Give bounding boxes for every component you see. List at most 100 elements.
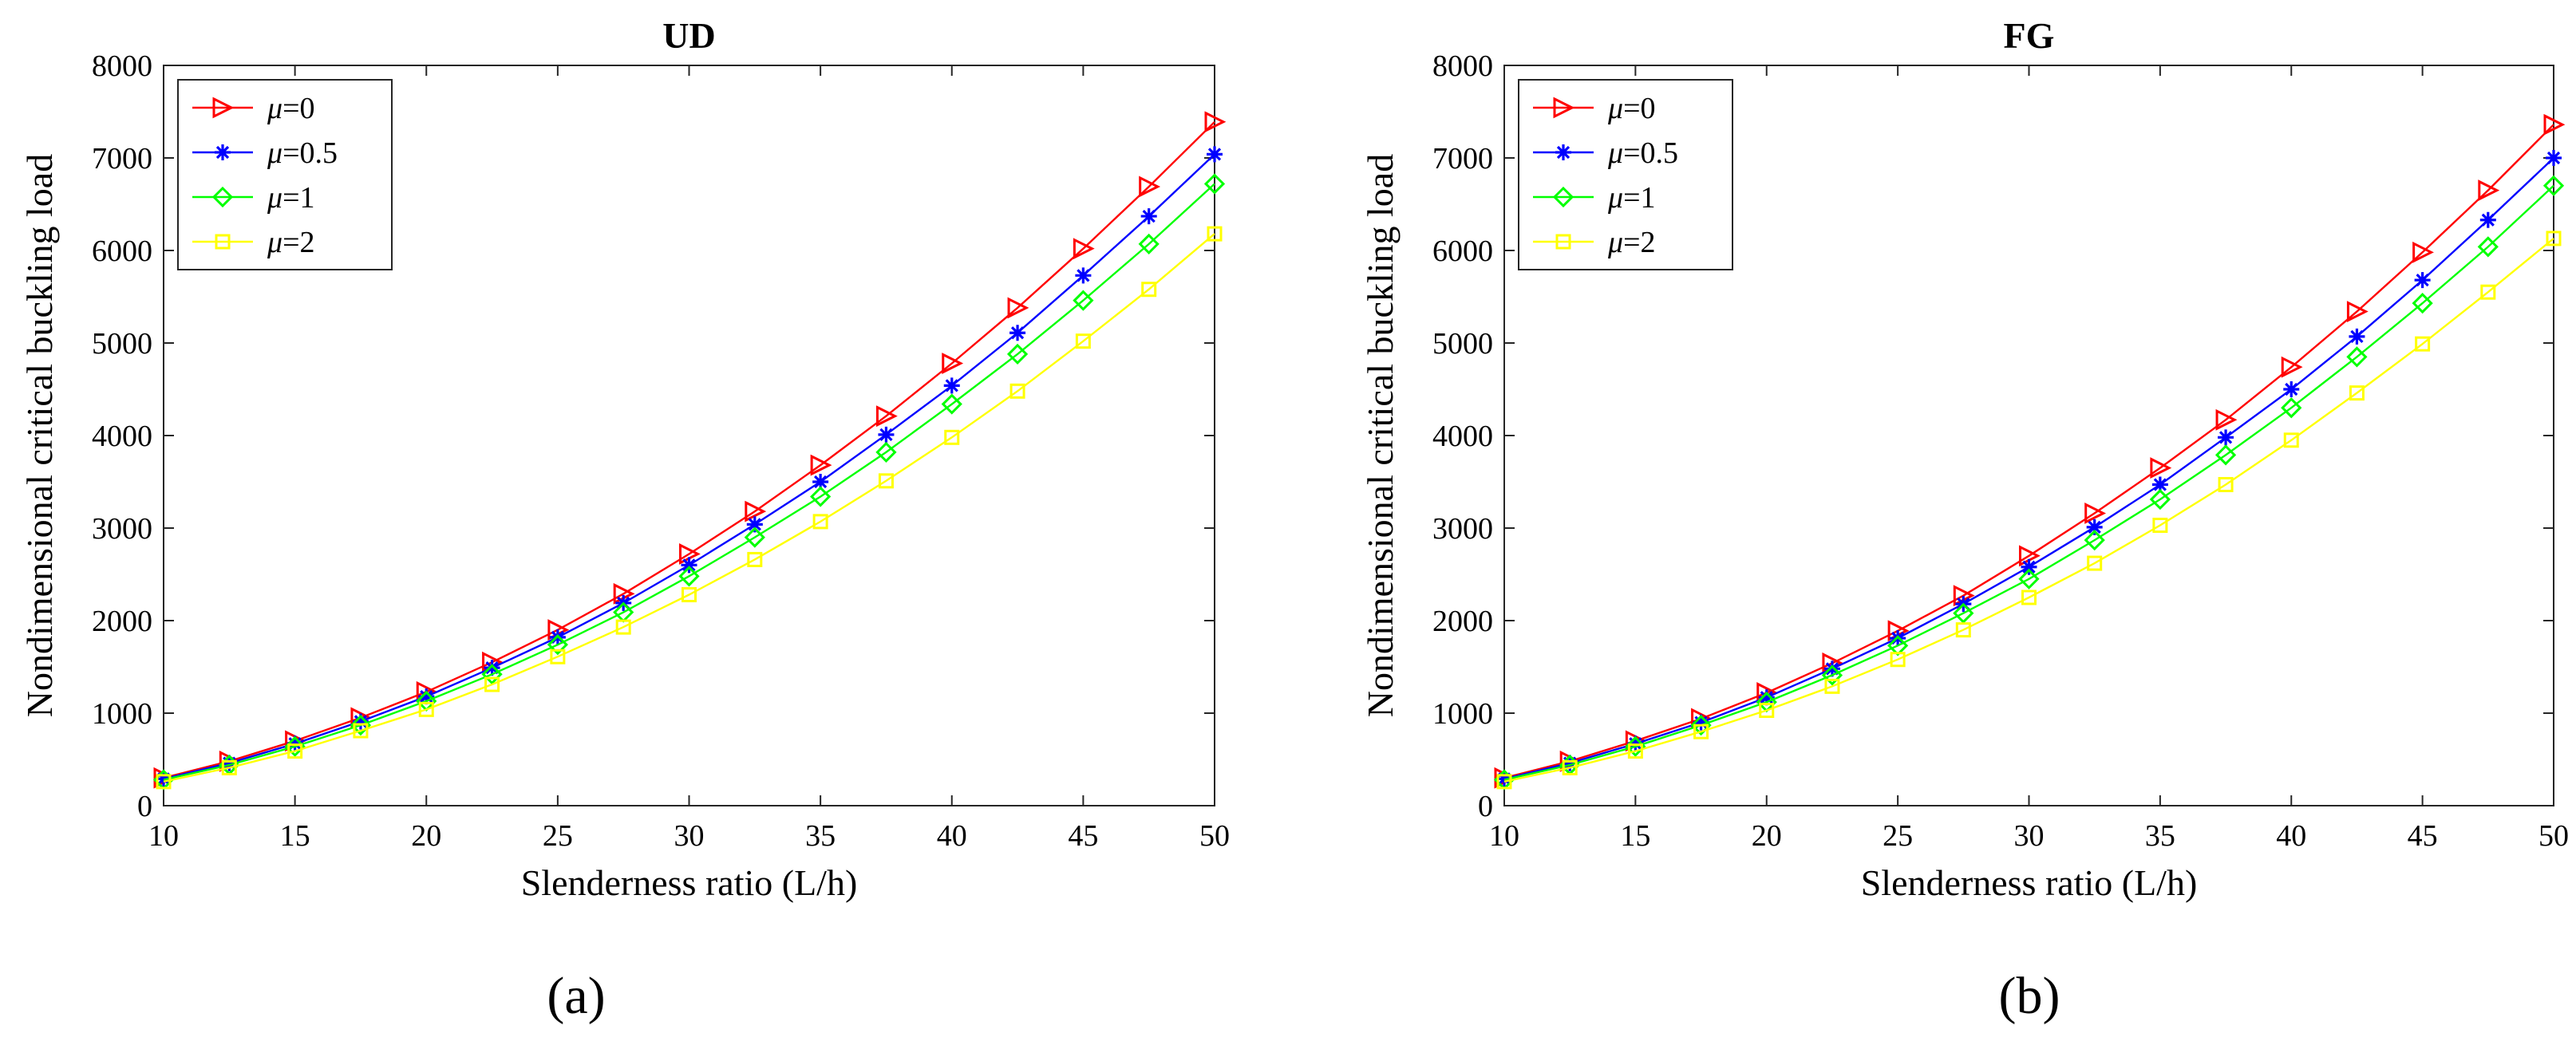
data-point-s2-16 <box>1203 173 1226 195</box>
data-point-s2-9 <box>2084 529 2105 551</box>
x-tick-label: 30 <box>2014 819 2045 853</box>
y-tick-label: 2000 <box>92 605 152 638</box>
x-tick-label: 35 <box>805 819 836 853</box>
data-point-s1-11 <box>878 426 895 443</box>
data-point-s3-14 <box>2415 336 2431 352</box>
data-point-s3-9 <box>2087 555 2103 571</box>
legend-entry-value: =1 <box>282 181 314 215</box>
data-point-s3-8 <box>2021 590 2037 605</box>
data-point-s2-11 <box>2214 444 2237 466</box>
data-point-s0-9 <box>2084 503 2107 524</box>
data-point-s0-13 <box>2346 301 2369 322</box>
x-tick-label: 10 <box>1489 819 1519 853</box>
data-point-s2-3 <box>350 714 372 736</box>
legend-entry-symbol: μ <box>267 92 282 125</box>
x-tick-label: 15 <box>280 819 310 853</box>
data-point-s2-8 <box>678 566 700 587</box>
data-point-s3-12 <box>944 429 960 445</box>
data-point-s3-11 <box>878 473 894 489</box>
legend-marker <box>211 186 234 208</box>
y-tick-label: 6000 <box>92 235 152 268</box>
x-tick-label: 35 <box>2145 819 2175 853</box>
data-point-s3-16 <box>2546 231 2562 246</box>
data-point-s0-16 <box>1204 111 1227 133</box>
y-tick-label: 1000 <box>1432 697 1493 731</box>
legend-marker <box>212 97 235 119</box>
data-point-s1-1 <box>221 755 238 771</box>
data-point-s1-4 <box>418 688 435 705</box>
chart-title: FG <box>2004 15 2055 56</box>
data-point-s1-16 <box>1207 146 1223 163</box>
legend-entry-symbol: μ <box>1607 136 1623 170</box>
data-point-s0-16 <box>2543 113 2566 136</box>
data-point-s2-16 <box>2542 175 2565 196</box>
data-point-s3-10 <box>2152 518 2168 534</box>
series-line-3 <box>163 233 1215 783</box>
data-point-s2-15 <box>2477 236 2499 258</box>
x-tick-label: 10 <box>148 819 179 853</box>
legend-entry: μ=0 <box>267 92 315 125</box>
x-tick-label: 45 <box>2408 819 2438 853</box>
data-point-s2-10 <box>2149 488 2171 511</box>
data-point-s3-0 <box>1496 774 1512 790</box>
data-point-s2-14 <box>2412 292 2433 314</box>
data-point-s3-4 <box>418 701 434 717</box>
data-point-s0-15 <box>2478 179 2500 202</box>
data-point-s1-4 <box>1758 689 1775 706</box>
y-axis-label: Nondimensional critical buckling load <box>1360 154 1401 717</box>
data-point-s1-14 <box>1075 267 1092 284</box>
series-line-0 <box>1503 124 2554 779</box>
legend-entry: μ=0.5 <box>1607 136 1678 170</box>
x-tick-label: 30 <box>674 819 705 853</box>
y-tick-label: 8000 <box>92 49 152 83</box>
y-tick-label: 7000 <box>92 142 152 175</box>
y-tick-label: 0 <box>1478 790 1493 823</box>
data-point-s1-5 <box>1823 660 1840 677</box>
legend-entry-symbol: μ <box>1607 181 1623 215</box>
data-point-s0-9 <box>745 500 767 522</box>
data-point-s2-15 <box>1138 233 1160 255</box>
data-point-s3-2 <box>1627 743 1643 759</box>
x-tick-label: 50 <box>1199 819 1230 853</box>
data-point-s3-1 <box>1562 759 1578 775</box>
y-tick-label: 6000 <box>1432 235 1493 268</box>
data-point-s3-1 <box>221 759 237 775</box>
legend-entry-value: =0.5 <box>1623 136 1678 170</box>
data-point-s0-10 <box>2150 457 2172 479</box>
data-point-s3-13 <box>1009 383 1025 399</box>
data-point-s0-14 <box>1073 238 1095 260</box>
data-point-s2-11 <box>875 441 897 463</box>
legend-entry-symbol: μ <box>267 181 282 215</box>
legend-marker <box>1555 144 1571 160</box>
data-point-s0-13 <box>1007 297 1029 319</box>
data-point-s2-8 <box>2018 568 2040 590</box>
data-point-s3-3 <box>353 723 369 739</box>
data-point-s3-11 <box>2218 476 2234 492</box>
y-tick-label: 3000 <box>92 512 152 546</box>
data-point-s2-12 <box>2281 397 2302 419</box>
series-line-2 <box>1503 184 2554 781</box>
data-point-s0-11 <box>2215 408 2238 431</box>
data-point-s3-3 <box>1693 724 1709 739</box>
data-point-s1-16 <box>2546 150 2562 166</box>
series-line-3 <box>1503 237 2554 783</box>
chart-panel-fg: 10 15 20 25 30 35 40 45 50 0 1000 2000 3000 4000 5000 6… <box>1360 15 2569 1025</box>
y-tick-label: 1000 <box>92 697 152 731</box>
y-tick-label: 8000 <box>1432 49 1493 83</box>
x-tick-label: 20 <box>411 819 441 853</box>
x-tick-label: 40 <box>2276 819 2306 853</box>
data-point-s3-2 <box>287 743 303 759</box>
data-point-s3-7 <box>1955 622 1971 638</box>
x-axis-label: Slenderness ratio (L/h) <box>521 862 858 903</box>
legend-entry-symbol: μ <box>267 226 282 259</box>
data-point-s1-3 <box>352 713 369 730</box>
y-tick-label: 5000 <box>1432 327 1493 361</box>
data-point-s3-14 <box>1075 333 1091 349</box>
data-point-s1-15 <box>2479 211 2496 228</box>
y-tick-label: 7000 <box>1432 142 1493 175</box>
legend-entry: μ=0.5 <box>267 136 338 170</box>
legend-marker <box>215 234 231 250</box>
data-point-s3-4 <box>1759 703 1775 719</box>
legend-entry-value: =0 <box>282 92 314 125</box>
